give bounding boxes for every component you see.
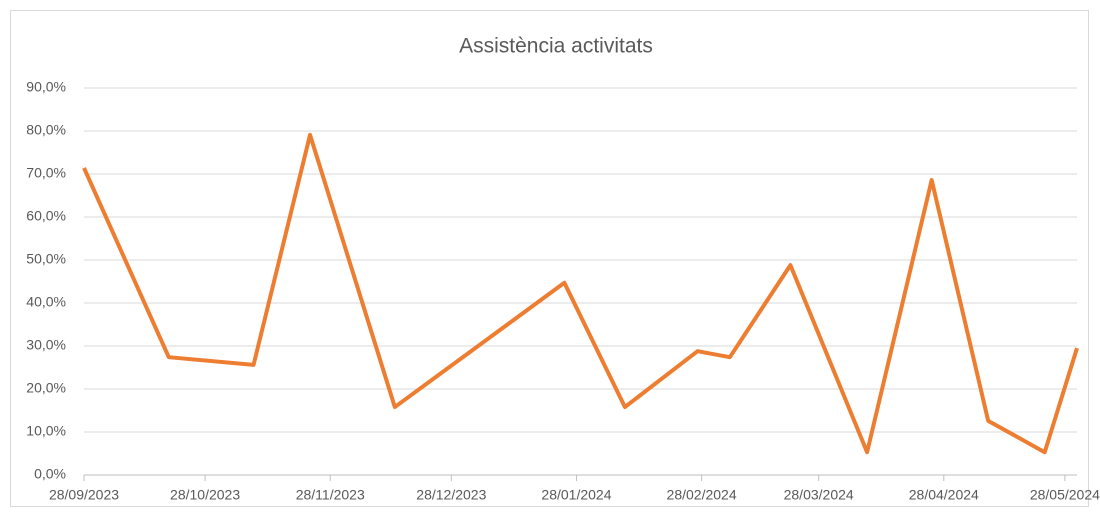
y-tick-label: 0,0% [34, 466, 66, 482]
y-tick-label: 30,0% [26, 337, 66, 353]
chart-frame [10, 10, 1089, 507]
y-tick-label: 70,0% [26, 165, 66, 181]
line-series [82, 132, 1079, 455]
x-tick-label: 28/05/2024 [1030, 487, 1100, 503]
x-tick-label: 28/09/2023 [49, 487, 119, 503]
y-tick-label: 80,0% [26, 122, 66, 138]
y-tick-label: 20,0% [26, 380, 66, 396]
x-tick-label: 28/12/2023 [416, 487, 486, 503]
y-tick-label: 10,0% [26, 423, 66, 439]
chart-title: Assistència activitats [459, 35, 653, 58]
x-tick-label: 28/04/2024 [909, 487, 979, 503]
y-tick-label: 50,0% [26, 251, 66, 267]
x-tick-label: 28/11/2023 [296, 487, 365, 503]
x-tick-label: 28/01/2024 [541, 487, 611, 503]
x-tick-label: 28/10/2023 [170, 487, 240, 503]
x-tick-label: 28/02/2024 [667, 487, 737, 503]
y-tick-label: 60,0% [26, 208, 66, 224]
y-tick-label: 90,0% [26, 79, 66, 95]
x-tick-label: 28/03/2024 [784, 487, 854, 503]
y-tick-label: 40,0% [26, 294, 66, 310]
